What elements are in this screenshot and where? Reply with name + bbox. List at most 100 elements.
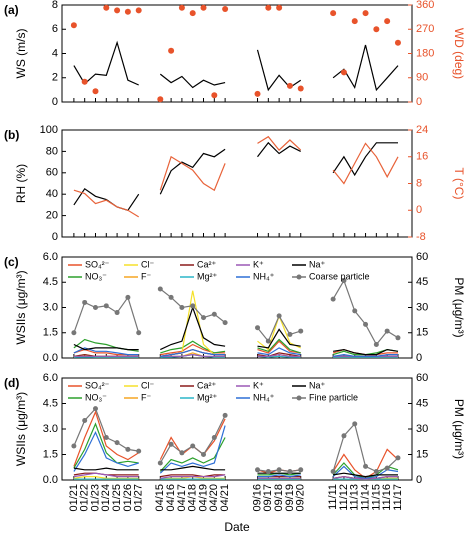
data-point (330, 10, 337, 17)
data-point (189, 10, 196, 17)
legend-label: Mg²⁺ (197, 392, 217, 402)
y2-axis-label: T (°C) (452, 168, 466, 200)
y-tick-label: 4.5 (43, 397, 58, 409)
data-point (81, 78, 88, 85)
data-point (211, 311, 217, 317)
x-tick-label: 01/21 (68, 484, 80, 512)
y-tick-label: 2 (52, 72, 58, 84)
y2-tick-label: 0 (416, 352, 422, 364)
y-tick-label: 4.5 (43, 276, 58, 288)
legend-label: Ca²⁺ (197, 259, 217, 269)
series-line (73, 135, 399, 218)
y-tick-label: 1.5 (43, 448, 58, 460)
legend-label: Cl⁻ (141, 380, 154, 390)
y2-tick-label: 15 (416, 448, 428, 460)
x-tick-label: 09/20 (295, 484, 307, 512)
legend-label: Coarse particle (309, 271, 370, 281)
data-point (330, 469, 336, 474)
data-point (330, 296, 336, 302)
data-point (114, 440, 120, 446)
x-tick-label: 09/17 (262, 484, 274, 512)
data-point (373, 469, 379, 474)
y-tick-label: 0 (52, 96, 58, 108)
y-axis-label: WSIIs (μg/m³) (14, 392, 28, 466)
data-point (341, 433, 347, 439)
data-point (124, 8, 131, 15)
x-tick-label: 01/23 (89, 484, 101, 512)
y-tick-label: 6.0 (43, 372, 58, 384)
y2-tick-label: 180 (416, 47, 434, 59)
data-point (254, 90, 261, 97)
x-tick-label: 09/16 (251, 484, 263, 512)
data-point (201, 315, 207, 321)
series-line (73, 279, 399, 346)
y2-tick-label: 0 (416, 204, 422, 216)
data-point (265, 4, 272, 11)
panel-label: (a) (4, 3, 19, 17)
legend-label: Cl⁻ (141, 259, 154, 269)
data-point (351, 18, 358, 25)
legend-label: K⁺ (253, 259, 264, 269)
data-point (114, 7, 121, 14)
data-point (103, 303, 109, 309)
data-point (92, 305, 98, 310)
x-tick-label: 04/21 (219, 484, 231, 512)
y2-axis-label: PM (μg/m³) (452, 277, 466, 337)
data-point (70, 22, 77, 29)
plot-frame (61, 377, 413, 481)
y-tick-label: 80 (46, 145, 58, 157)
data-point (125, 294, 131, 300)
data-point (103, 4, 110, 11)
y-tick-label: 60 (46, 167, 58, 179)
data-point (103, 435, 109, 440)
series-line (73, 340, 398, 356)
data-point (157, 286, 163, 292)
data-point (394, 39, 401, 46)
data-point (384, 465, 390, 471)
data-point (92, 406, 98, 412)
y2-tick-label: 30 (416, 301, 428, 313)
data-point (384, 328, 390, 334)
data-point (373, 342, 379, 348)
x-tick-label: 04/16 (165, 484, 177, 512)
data-point (179, 450, 185, 456)
x-axis-label: Date (224, 520, 250, 534)
legend-label: NO₃⁻ (85, 392, 107, 402)
legend-label: Na⁺ (309, 259, 326, 269)
data-point (287, 469, 293, 474)
data-point (276, 313, 282, 319)
y2-tick-label: 270 (416, 23, 434, 35)
x-tick-label: 11/17 (392, 484, 404, 511)
data-point (157, 460, 163, 466)
x-tick-label: 04/20 (208, 484, 220, 512)
x-tick-label: 11/14 (359, 484, 371, 511)
y2-tick-label: 60 (416, 251, 428, 263)
y2-tick-label: 90 (416, 72, 428, 84)
y-tick-label: 40 (46, 188, 58, 200)
series-line (73, 141, 398, 212)
data-point (363, 463, 369, 469)
data-point (222, 6, 229, 13)
series-line (73, 305, 399, 356)
x-tick-label: 11/13 (349, 484, 361, 511)
data-point (168, 441, 174, 447)
x-tick-label: 11/11 (327, 484, 339, 510)
data-point (340, 69, 347, 76)
y-tick-label: 4 (52, 47, 58, 59)
panel-label: (d) (4, 376, 19, 390)
series-line (73, 290, 398, 357)
y-tick-label: 6.0 (43, 251, 58, 263)
data-point (363, 321, 369, 327)
data-point (125, 446, 131, 452)
x-tick-label: 04/18 (187, 484, 199, 512)
x-tick-label: 11/16 (381, 484, 393, 511)
legend-label: NH₄⁺ (253, 392, 275, 402)
plot-frame (61, 129, 413, 238)
legend-label: F⁻ (141, 271, 151, 281)
y2-tick-label: 45 (416, 397, 428, 409)
data-point (201, 452, 207, 457)
series-line (73, 347, 398, 357)
data-point (373, 26, 380, 33)
x-tick-label: 11/15 (370, 484, 382, 511)
y2-tick-label: 30 (416, 423, 428, 435)
